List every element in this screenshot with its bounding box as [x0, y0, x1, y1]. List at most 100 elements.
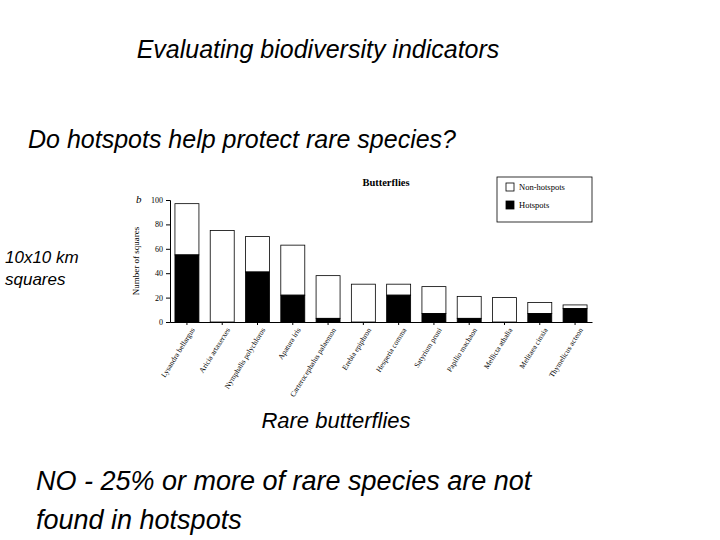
x-tick: Apatura iris [276, 322, 303, 361]
x-tick-mark [504, 322, 505, 325]
panel-label: b [136, 193, 142, 205]
y-tick: 100 [151, 196, 170, 205]
bar [387, 295, 411, 322]
bar [281, 245, 305, 295]
x-tick-label: Aricia artaxerxes [197, 326, 232, 374]
bar [316, 276, 340, 319]
legend: Non-hotspots Hotspots [497, 177, 592, 222]
bar [492, 322, 516, 323]
conclusion: NO - 25% or more of rare species are not [36, 466, 533, 496]
y-tick-label: 40 [155, 269, 163, 278]
side-note: 10x10 km [5, 248, 79, 267]
x-tick: Carterocephalus palaemon [288, 322, 338, 399]
y-tick-label: 100 [151, 196, 163, 205]
x-tick-label: Satyrium pruni [412, 326, 444, 369]
bar [351, 284, 375, 322]
y-tick-mark [166, 200, 170, 201]
y-tick: 40 [155, 269, 170, 278]
x-tick-mark [222, 322, 223, 325]
slide: Evaluating biodiversity indicators Do hot… [0, 0, 720, 540]
x-tick-label: Carterocephalus palaemon [288, 326, 338, 399]
x-note: Rare butterflies [261, 408, 410, 433]
x-tick-mark [328, 322, 329, 325]
x-tick-label: Apatura iris [276, 326, 303, 361]
x-tick-label: Erebia epiphron [340, 326, 373, 372]
bar [175, 204, 199, 255]
y-axis: 0 20 40 60 80 100 [151, 196, 171, 327]
bar [246, 237, 270, 272]
x-tick: Aricia artaxerxes [197, 322, 232, 375]
x-tick-label: Thymelicus acteon [547, 326, 585, 379]
y-tick: 80 [155, 220, 170, 229]
y-tick-mark [166, 322, 170, 323]
y-tick-label: 80 [155, 220, 163, 229]
x-tick-mark [398, 322, 399, 325]
x-tick-mark [363, 322, 364, 325]
bar-series [175, 255, 587, 322]
y-tick-mark [166, 298, 170, 299]
y-tick: 0 [159, 318, 170, 327]
x-tick: Papilio machaon [445, 322, 479, 373]
y-tick-label: 0 [159, 318, 163, 327]
conclusion: found in hotspots [36, 505, 242, 535]
x-tick-mark [257, 322, 258, 325]
legend-label: Non-hotspots [519, 182, 565, 192]
bar [246, 272, 270, 322]
y-tick-label: 60 [155, 245, 163, 254]
bar [210, 322, 234, 323]
y-tick: 20 [155, 294, 170, 303]
y-axis-line [166, 201, 171, 323]
x-tick: Melitaea cinxia [517, 322, 550, 370]
x-tick: Lysandra bellargus [159, 322, 197, 379]
bar [563, 305, 587, 309]
bar [351, 322, 375, 323]
x-tick-label: Mellicta athalia [482, 326, 515, 371]
x-tick-mark [575, 322, 576, 325]
bar [563, 309, 587, 322]
legend-label: Hotspots [519, 200, 549, 210]
x-axis-line [171, 322, 593, 323]
x-tick: Erebia epiphron [340, 322, 373, 372]
y-tick: 60 [155, 245, 170, 254]
x-tick: Nymphalis polychloros [223, 322, 268, 390]
bar [422, 287, 446, 314]
bar [492, 298, 516, 322]
legend-box [497, 177, 592, 222]
slide-question: Do hotspots help protect rare species? [28, 125, 456, 153]
x-axis: Lysandra bellargusAricia artaxerxesNymph… [159, 322, 592, 399]
side-note: squares [5, 270, 66, 289]
x-tick: Hesperia comma [374, 322, 409, 374]
bar [175, 255, 199, 322]
slide-heading: Evaluating biodiversity indicators [137, 35, 500, 63]
x-tick-label: Papilio machaon [445, 326, 479, 374]
bar [387, 284, 411, 295]
legend-swatch [506, 201, 514, 209]
bar [457, 296, 481, 318]
x-tick: Mellicta athalia [482, 322, 515, 371]
chart-title: Butterflies [362, 177, 409, 188]
x-tick-mark [186, 322, 187, 325]
bar [316, 318, 340, 322]
legend-swatch [506, 183, 514, 191]
x-tick-label: Lysandra bellargus [159, 326, 197, 379]
x-tick-label: Nymphalis polychloros [223, 326, 268, 390]
x-tick-mark [469, 322, 470, 325]
y-axis-title: Number of squares [131, 226, 141, 295]
y-tick-label: 20 [155, 294, 163, 303]
x-tick-mark [539, 322, 540, 325]
x-tick-mark [433, 322, 434, 325]
y-tick-mark [166, 224, 170, 225]
bar [528, 302, 552, 313]
y-tick-mark [166, 249, 170, 250]
x-tick-label: Melitaea cinxia [517, 326, 550, 371]
bar [422, 313, 446, 322]
x-tick: Satyrium pruni [412, 322, 444, 369]
bar [528, 313, 552, 322]
x-tick-label: Hesperia comma [374, 326, 409, 374]
chart: 0 20 40 60 80 100 Lysandra bellargusAricia art… [131, 177, 593, 399]
bar [210, 231, 234, 323]
y-tick-mark [166, 273, 170, 274]
x-tick-mark [292, 322, 293, 325]
bar [457, 318, 481, 322]
x-tick: Thymelicus acteon [547, 322, 585, 379]
